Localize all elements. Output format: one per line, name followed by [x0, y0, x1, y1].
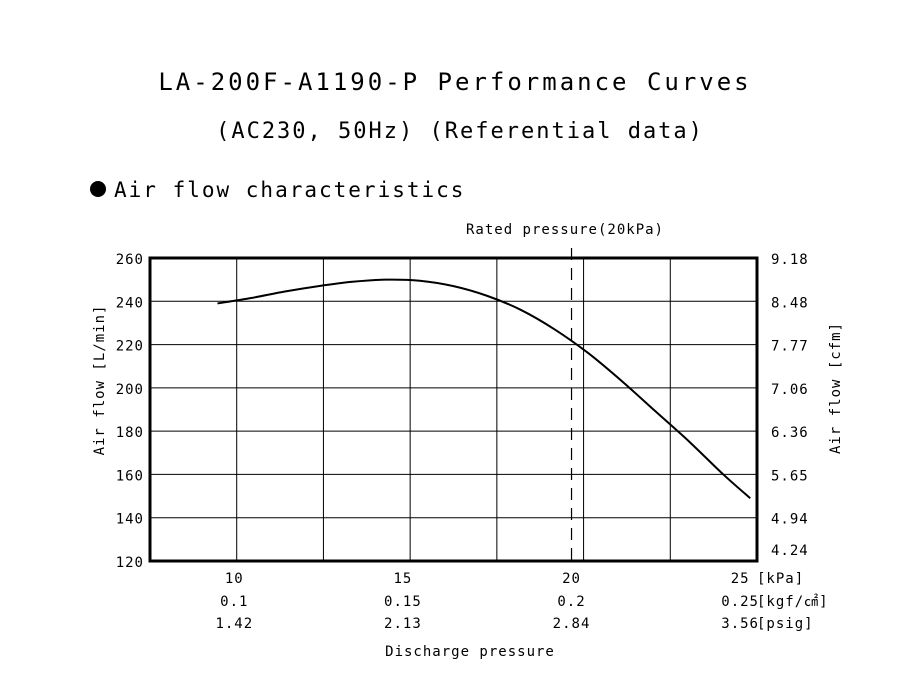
- plot-frame: [148, 256, 759, 563]
- y-tick-left: 220: [116, 339, 144, 355]
- y-tick-left: 200: [116, 382, 144, 398]
- x-axis-label: Discharge pressure: [385, 644, 555, 660]
- y-tick-right: 7.06: [771, 382, 809, 398]
- x-tick-kpa: 15: [393, 571, 412, 587]
- y-axis-left-label: Air flow [L/min]: [92, 305, 108, 456]
- x-tick-psig: 3.56: [721, 616, 759, 632]
- y-axis-right-label: Air flow [cfm]: [828, 322, 844, 454]
- y-tick-left: 160: [116, 468, 144, 484]
- y-tick-right: 7.77: [771, 339, 809, 355]
- y-axis-left: 260 240 220 200 180 160 140 120: [116, 252, 144, 571]
- chart-subtitle: (AC230, 50Hz) (Referential data): [216, 119, 704, 144]
- y-tick-right: 4.94: [771, 512, 809, 528]
- x-tick-kgf: 0.25: [721, 594, 759, 610]
- y-tick-left: 240: [116, 295, 144, 311]
- x-tick-kgf: 0.1: [220, 594, 248, 610]
- x-tick-psig: 2.13: [384, 616, 422, 632]
- x-tick-kpa: 10: [225, 571, 244, 587]
- y-tick-right: 4.24: [771, 543, 809, 559]
- y-tick-right: 9.18: [771, 252, 809, 268]
- x-tick-psig: 1.42: [215, 616, 253, 632]
- y-tick-right: 6.36: [771, 425, 809, 441]
- x-unit-label: [kgf/㎠]: [757, 594, 829, 610]
- y-tick-left: 180: [116, 425, 144, 441]
- rated-pressure-label: Rated pressure(20kPa): [466, 222, 664, 238]
- y-axis-right: 9.18 8.48 7.77 7.06 6.36 5.65 4.94 4.24: [771, 252, 809, 559]
- bullet-icon: [90, 181, 106, 197]
- x-tick-kgf: 0.2: [557, 594, 585, 610]
- x-axis: 10 0.1 1.42 15 0.15 2.13 20 0.2 2.84 25 0.25 3.56 [k…: [215, 571, 829, 632]
- x-tick-psig: 2.84: [553, 616, 591, 632]
- chart-title: LA-200F-A1190-P Performance Curves: [158, 68, 751, 96]
- y-tick-right: 5.65: [771, 468, 809, 484]
- x-unit-label: [kPa]: [757, 571, 804, 587]
- air-flow-curve: [217, 278, 751, 499]
- section-label: Air flow characteristics: [114, 178, 465, 202]
- y-tick-right: 8.48: [771, 295, 809, 311]
- x-tick-kpa: 25: [731, 571, 750, 587]
- y-tick-left: 260: [116, 252, 144, 268]
- y-tick-left: 140: [116, 512, 144, 528]
- x-tick-kgf: 0.15: [384, 594, 422, 610]
- x-unit-label: [psig]: [757, 616, 814, 632]
- grid: [150, 258, 757, 561]
- x-tick-kpa: 20: [562, 571, 581, 587]
- y-tick-left: 120: [116, 555, 144, 571]
